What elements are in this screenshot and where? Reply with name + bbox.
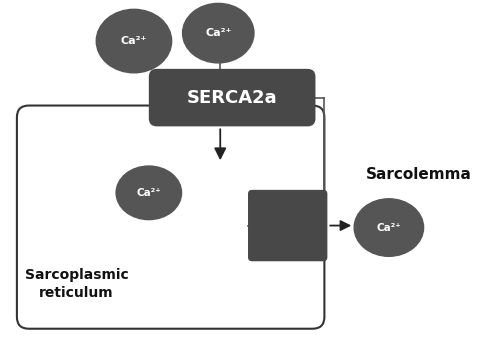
Text: Ca²⁺: Ca²⁺ <box>205 28 232 38</box>
Text: Sarcolemma: Sarcolemma <box>366 168 472 182</box>
Ellipse shape <box>116 166 182 219</box>
FancyBboxPatch shape <box>248 190 328 261</box>
Ellipse shape <box>182 3 254 63</box>
Text: Sarcoplasmic
reticulum: Sarcoplasmic reticulum <box>24 268 128 300</box>
Ellipse shape <box>354 199 424 256</box>
Ellipse shape <box>96 9 172 73</box>
Text: SERCA2a: SERCA2a <box>187 89 278 107</box>
Text: Ca²⁺: Ca²⁺ <box>136 188 161 198</box>
FancyBboxPatch shape <box>149 69 316 126</box>
Text: Ca²⁺: Ca²⁺ <box>121 36 147 46</box>
Text: Ca²⁺: Ca²⁺ <box>376 223 401 233</box>
